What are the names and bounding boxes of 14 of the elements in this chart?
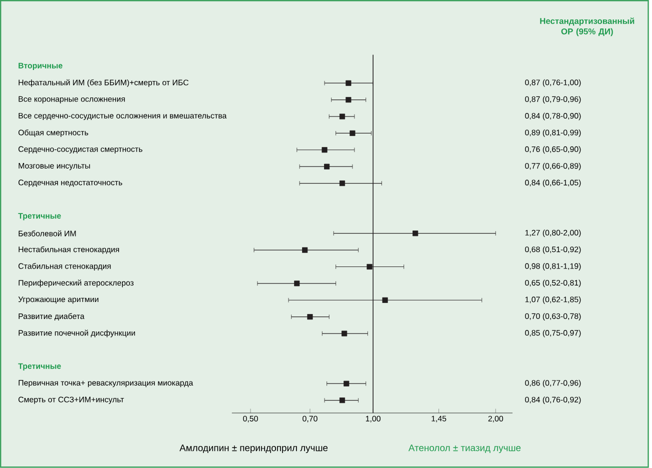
text: Атенолол ± тиазид лучше (408, 444, 521, 454)
point (322, 147, 328, 153)
text: Амлодипин ± периндоприл лучше (180, 444, 328, 454)
point (342, 330, 348, 336)
point (324, 164, 330, 170)
point (339, 114, 346, 120)
point (339, 398, 346, 404)
point (346, 97, 352, 103)
text: Нестандартизованный ОР (95% ДИ) (540, 18, 634, 36)
point (344, 380, 350, 387)
point (350, 130, 356, 136)
point (346, 80, 352, 86)
point (366, 264, 372, 270)
point (339, 180, 346, 186)
